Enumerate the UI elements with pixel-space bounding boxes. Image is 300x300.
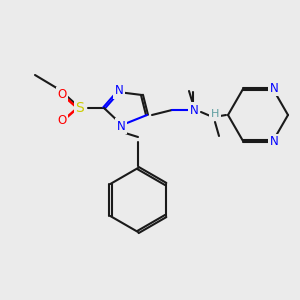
Text: N: N <box>270 82 278 94</box>
Text: N: N <box>117 119 125 133</box>
Text: N: N <box>270 136 278 148</box>
Text: O: O <box>57 115 67 128</box>
Text: N: N <box>115 85 123 98</box>
Text: N: N <box>190 103 198 116</box>
Text: H: H <box>211 109 219 119</box>
Text: O: O <box>57 88 67 101</box>
Text: S: S <box>76 101 84 115</box>
